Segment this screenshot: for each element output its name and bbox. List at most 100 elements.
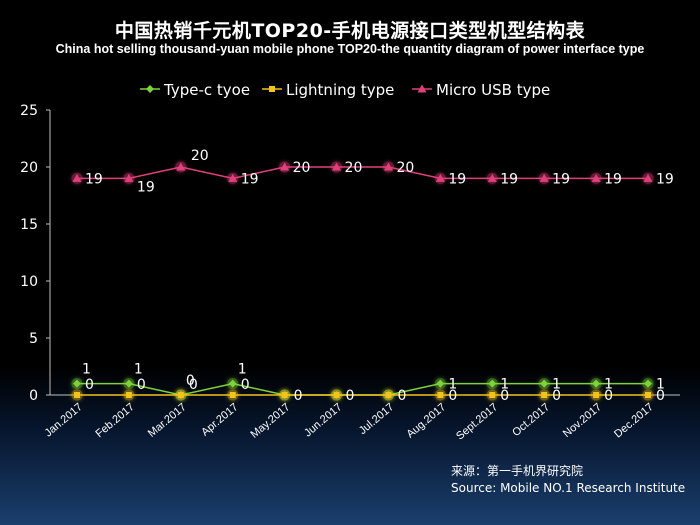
data-label: 0 <box>189 377 198 393</box>
x-tick-label: Apr.2017 <box>199 401 240 439</box>
legend-label: Micro USB type <box>436 81 550 99</box>
data-label: 19 <box>448 171 466 187</box>
data-point <box>643 173 653 182</box>
x-tick-label: Mar.2017 <box>146 401 189 440</box>
x-tick-label: Jun.2017 <box>302 401 344 439</box>
data-point <box>383 162 393 171</box>
data-label: 19 <box>137 179 155 195</box>
data-label: 0 <box>448 388 457 404</box>
data-point <box>125 392 132 398</box>
x-tick-label: Nov.2017 <box>561 401 604 440</box>
data-point <box>385 392 392 398</box>
y-tick-label: 0 <box>29 388 38 404</box>
data-label: 19 <box>500 171 518 187</box>
data-point <box>591 173 601 182</box>
data-label: 1 <box>82 362 91 378</box>
y-tick-label: 20 <box>20 160 38 176</box>
data-point <box>124 379 133 388</box>
source-line-english: Source: Mobile NO.1 Research Institute <box>451 481 686 495</box>
data-label: 0 <box>397 388 406 404</box>
data-label: 1 <box>134 362 143 378</box>
data-point <box>228 379 237 388</box>
data-point <box>124 173 134 182</box>
data-label: 0 <box>346 388 355 404</box>
legend-label: Type-c tyoe <box>163 81 250 99</box>
data-point <box>592 379 601 388</box>
data-label: 1 <box>656 377 665 393</box>
legend-marker <box>146 85 154 93</box>
y-tick-label: 25 <box>20 103 38 119</box>
chart-title: 中国热销千元机TOP20-手机电源接口类型机型结构表 <box>114 20 586 42</box>
y-tick-label: 5 <box>29 331 38 347</box>
data-point <box>539 173 549 182</box>
data-point <box>281 392 288 398</box>
x-tick-label: Jan.2017 <box>43 401 85 439</box>
legend-label: Lightning type <box>286 81 394 99</box>
data-point <box>72 173 82 182</box>
data-label: 0 <box>500 388 509 404</box>
data-point <box>177 392 184 398</box>
data-label: 0 <box>85 377 94 393</box>
data-label: 0 <box>137 377 146 393</box>
data-point <box>437 392 444 398</box>
data-label: 19 <box>241 171 259 187</box>
data-point <box>228 173 238 182</box>
data-label: 0 <box>552 388 561 404</box>
x-tick-label: Jul.2017 <box>357 401 397 437</box>
data-point <box>332 162 342 171</box>
data-point <box>488 379 497 388</box>
x-tick-label: Dec.2017 <box>612 401 656 440</box>
x-tick-label: May.2017 <box>248 401 292 441</box>
data-point <box>280 162 290 171</box>
x-tick-label: Aug.2017 <box>404 401 448 440</box>
data-label: 1 <box>448 377 457 393</box>
source-note: 来源：第一手机界研究院 Source: Mobile NO.1 Research… <box>451 463 685 497</box>
data-point <box>541 392 548 398</box>
data-label: 20 <box>345 160 363 176</box>
series-line <box>77 166 648 180</box>
data-point <box>540 379 549 388</box>
data-point <box>74 392 80 398</box>
chart-series <box>71 161 654 401</box>
data-point <box>593 392 600 398</box>
y-tick-label: 15 <box>20 217 38 233</box>
data-label: 20 <box>396 160 414 176</box>
data-label: 19 <box>604 171 622 187</box>
data-label: 0 <box>186 373 195 389</box>
data-point <box>436 379 445 388</box>
data-label: 0 <box>604 388 613 404</box>
series-line <box>77 382 648 396</box>
data-label: 1 <box>238 362 247 378</box>
data-point <box>229 392 236 398</box>
legend-marker <box>269 86 275 92</box>
source-line-chinese: 来源：第一手机界研究院 <box>451 464 584 478</box>
data-label: 0 <box>294 388 303 404</box>
data-label: 0 <box>656 388 665 404</box>
data-point <box>645 392 651 398</box>
data-label: 19 <box>552 171 570 187</box>
x-tick-label: Oct.2017 <box>510 401 552 439</box>
data-point <box>489 392 496 398</box>
data-label: 19 <box>656 171 674 187</box>
data-point <box>333 392 340 398</box>
data-label: 0 <box>241 377 250 393</box>
data-label: 1 <box>552 377 561 393</box>
data-label: 20 <box>191 148 209 164</box>
data-label: 1 <box>604 377 613 393</box>
data-label: 1 <box>500 377 509 393</box>
data-point <box>176 162 186 171</box>
data-label: 20 <box>293 160 311 176</box>
x-tick-label: Feb.2017 <box>94 401 137 440</box>
data-point <box>73 379 81 388</box>
y-tick-label: 10 <box>20 274 38 290</box>
data-point <box>487 173 497 182</box>
legend-marker <box>417 84 427 93</box>
chart-legend: Type-c tyoe Lightning type Micro USB type <box>140 81 550 99</box>
data-label: 19 <box>85 171 103 187</box>
data-point <box>435 173 445 182</box>
chart-subtitle: China hot selling thousand-yuan mobile p… <box>55 42 645 56</box>
data-point <box>644 379 652 388</box>
x-tick-label: Sept.2017 <box>454 401 500 442</box>
